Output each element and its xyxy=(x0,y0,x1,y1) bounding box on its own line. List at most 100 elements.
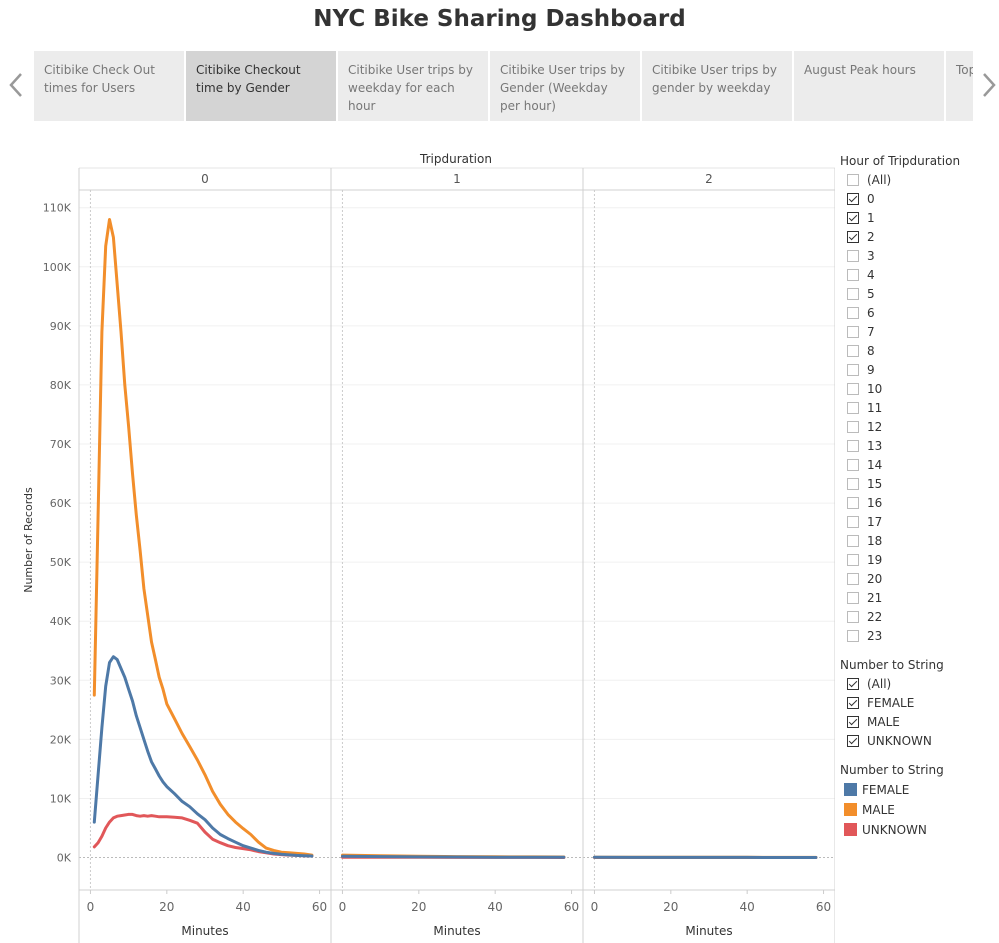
x-axis-label: Minutes xyxy=(181,924,228,938)
hour-filter-option[interactable]: 19 xyxy=(840,551,999,570)
y-tick-label: 110K xyxy=(43,202,72,215)
hour-filter-option[interactable]: 14 xyxy=(840,456,999,475)
hour-filter-option[interactable]: 4 xyxy=(840,266,999,285)
checkbox[interactable] xyxy=(847,697,859,709)
panel-header-label: 1 xyxy=(453,172,461,186)
checkbox[interactable] xyxy=(847,288,859,300)
x-tick-label: 40 xyxy=(236,900,251,914)
color-legend-title: Number to String xyxy=(840,763,944,777)
panel-header-label: 2 xyxy=(705,172,713,186)
y-axis-label: Number of Records xyxy=(22,487,35,593)
hour-filter-option-label: 0 xyxy=(867,192,875,206)
color-legend-label: MALE xyxy=(862,803,895,817)
hour-filter-option-label: (All) xyxy=(867,173,892,187)
checkbox[interactable] xyxy=(847,440,859,452)
checkbox[interactable] xyxy=(847,250,859,262)
x-tick-label: 0 xyxy=(591,900,599,914)
hour-filter-option[interactable]: 18 xyxy=(840,532,999,551)
x-tick-label: 40 xyxy=(740,900,755,914)
x-tick-label: 60 xyxy=(564,900,579,914)
hour-filter-option[interactable]: 10 xyxy=(840,380,999,399)
hour-filter-option[interactable]: 21 xyxy=(840,589,999,608)
gender-filter-option[interactable]: (All) xyxy=(840,675,999,694)
hour-filter-option-label: 9 xyxy=(867,363,875,377)
hour-filter-option[interactable]: 6 xyxy=(840,304,999,323)
tab-checkout-gender[interactable]: Citibike Checkout time by Gender xyxy=(186,51,336,121)
checkbox[interactable] xyxy=(847,554,859,566)
hour-filter-option-label: 16 xyxy=(867,496,883,510)
hour-filter-option-label: 18 xyxy=(867,534,883,548)
hour-filter-option[interactable]: 15 xyxy=(840,475,999,494)
hour-filter-option[interactable]: 3 xyxy=(840,247,999,266)
hour-filter-option[interactable]: 16 xyxy=(840,494,999,513)
tab-august-peak[interactable]: August Peak hours xyxy=(794,51,944,121)
gender-filter-option[interactable]: MALE xyxy=(840,713,999,732)
checkbox[interactable] xyxy=(847,630,859,642)
color-legend-item: UNKNOWN xyxy=(840,820,999,840)
gender-filter-option-label: (All) xyxy=(867,677,892,691)
tab-trips-weekday-hour[interactable]: Citibike User trips by weekday for each … xyxy=(338,51,488,121)
hour-filter-option[interactable]: 11 xyxy=(840,399,999,418)
hour-filter-option-label: 15 xyxy=(867,477,883,491)
checkbox[interactable] xyxy=(847,174,859,186)
checkbox[interactable] xyxy=(847,497,859,509)
checkbox[interactable] xyxy=(847,478,859,490)
checkbox[interactable] xyxy=(847,402,859,414)
checkbox[interactable] xyxy=(847,345,859,357)
hour-filter-option[interactable]: 1 xyxy=(840,209,999,228)
hour-filter-option[interactable]: 17 xyxy=(840,513,999,532)
prev-tab-button[interactable] xyxy=(6,70,26,100)
checkbox[interactable] xyxy=(847,326,859,338)
page-title: NYC Bike Sharing Dashboard xyxy=(313,6,686,32)
hour-filter-option[interactable]: 2 xyxy=(840,228,999,247)
checkbox[interactable] xyxy=(847,573,859,585)
hour-filter-option[interactable]: 12 xyxy=(840,418,999,437)
hour-filter-option[interactable]: 23 xyxy=(840,627,999,646)
hour-filter-option[interactable]: 0 xyxy=(840,190,999,209)
y-tick-label: 80K xyxy=(50,379,72,392)
hour-filter-option-label: 5 xyxy=(867,287,875,301)
tab-top[interactable]: Top xyxy=(946,51,973,121)
hour-filter-option[interactable]: 7 xyxy=(840,323,999,342)
checkbox[interactable] xyxy=(847,611,859,623)
checkbox[interactable] xyxy=(847,364,859,376)
x-axis-label: Minutes xyxy=(685,924,732,938)
checkbox[interactable] xyxy=(847,535,859,547)
color-legend-item: MALE xyxy=(840,800,999,820)
gender-filter-option[interactable]: FEMALE xyxy=(840,694,999,713)
color-swatch xyxy=(844,803,857,816)
gender-filter-option[interactable]: UNKNOWN xyxy=(840,732,999,751)
hour-filter-option[interactable]: 22 xyxy=(840,608,999,627)
checkbox[interactable] xyxy=(847,193,859,205)
gender-filter-option-label: UNKNOWN xyxy=(867,734,932,748)
y-tick-label: 50K xyxy=(50,556,72,569)
hour-filter-option[interactable]: 20 xyxy=(840,570,999,589)
tab-checkout-times[interactable]: Citibike Check Out times for Users xyxy=(34,51,184,121)
checkbox[interactable] xyxy=(847,307,859,319)
checkbox[interactable] xyxy=(847,231,859,243)
y-tick-label: 60K xyxy=(50,497,72,510)
hour-filter-option[interactable]: 9 xyxy=(840,361,999,380)
hour-filter-option[interactable]: 5 xyxy=(840,285,999,304)
hour-filter-option[interactable]: (All) xyxy=(840,171,999,190)
hour-filter-option[interactable]: 13 xyxy=(840,437,999,456)
tab-trips-gender-weekday[interactable]: Citibike User trips by gender by weekday xyxy=(642,51,792,121)
checkbox[interactable] xyxy=(847,592,859,604)
x-axis-label: Minutes xyxy=(433,924,480,938)
gender-filter-list: (All) FEMALE MALE UNKNOWN xyxy=(840,675,999,751)
hour-filter-option[interactable]: 8 xyxy=(840,342,999,361)
checkbox[interactable] xyxy=(847,383,859,395)
checkbox[interactable] xyxy=(847,212,859,224)
hour-filter-option-label: 1 xyxy=(867,211,875,225)
tab-trips-gender-weekday-hour[interactable]: Citibike User trips by Gender (Weekday p… xyxy=(490,51,640,121)
checkbox[interactable] xyxy=(847,735,859,747)
hour-filter-option-label: 21 xyxy=(867,591,883,605)
checkbox[interactable] xyxy=(847,459,859,471)
next-tab-button[interactable] xyxy=(979,70,999,100)
color-swatch xyxy=(844,783,857,796)
checkbox[interactable] xyxy=(847,516,859,528)
checkbox[interactable] xyxy=(847,678,859,690)
checkbox[interactable] xyxy=(847,716,859,728)
checkbox[interactable] xyxy=(847,269,859,281)
checkbox[interactable] xyxy=(847,421,859,433)
